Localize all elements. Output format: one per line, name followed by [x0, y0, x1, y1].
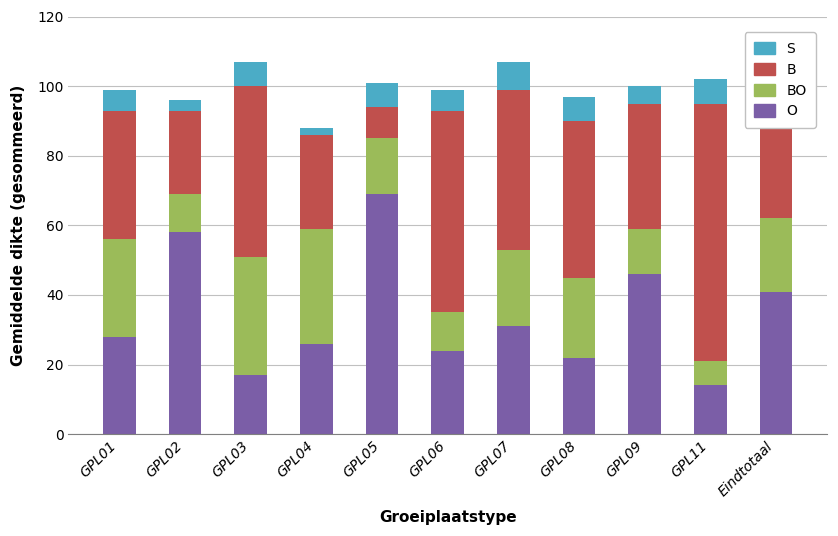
Bar	[300, 344, 333, 434]
Bar	[103, 110, 136, 239]
Bar	[235, 375, 267, 434]
Bar	[628, 274, 661, 434]
Bar	[168, 110, 201, 194]
Bar	[497, 326, 530, 434]
Bar	[694, 79, 727, 103]
Bar	[168, 232, 201, 434]
Bar	[628, 86, 661, 103]
Bar	[759, 219, 793, 292]
Bar	[103, 239, 136, 337]
Bar	[432, 351, 464, 434]
Bar	[300, 128, 333, 135]
Bar	[694, 385, 727, 434]
Bar	[365, 107, 398, 138]
Bar	[432, 312, 464, 351]
Bar	[628, 103, 661, 229]
Bar	[759, 96, 793, 219]
Bar	[759, 72, 793, 96]
Legend: S, B, BO, O: S, B, BO, O	[744, 32, 816, 128]
Bar	[235, 257, 267, 375]
Bar	[562, 358, 596, 434]
Bar	[103, 337, 136, 434]
Bar	[365, 194, 398, 434]
Bar	[759, 292, 793, 434]
Bar	[562, 278, 596, 358]
Bar	[300, 229, 333, 344]
Bar	[497, 62, 530, 90]
Bar	[628, 229, 661, 274]
Bar	[235, 86, 267, 257]
Bar	[694, 103, 727, 361]
Bar	[168, 194, 201, 232]
Bar	[497, 250, 530, 326]
Bar	[562, 96, 596, 121]
Bar	[300, 135, 333, 229]
Bar	[365, 83, 398, 107]
Bar	[432, 110, 464, 312]
Bar	[235, 62, 267, 86]
Bar	[168, 100, 201, 110]
Bar	[562, 121, 596, 278]
Bar	[497, 90, 530, 250]
Bar	[432, 90, 464, 110]
Bar	[365, 138, 398, 194]
Bar	[103, 90, 136, 110]
Y-axis label: Gemiddelde dikte (gesommeerd): Gemiddelde dikte (gesommeerd)	[11, 85, 26, 366]
X-axis label: Groeiplaatstype: Groeiplaatstype	[379, 510, 516, 525]
Bar	[694, 361, 727, 385]
